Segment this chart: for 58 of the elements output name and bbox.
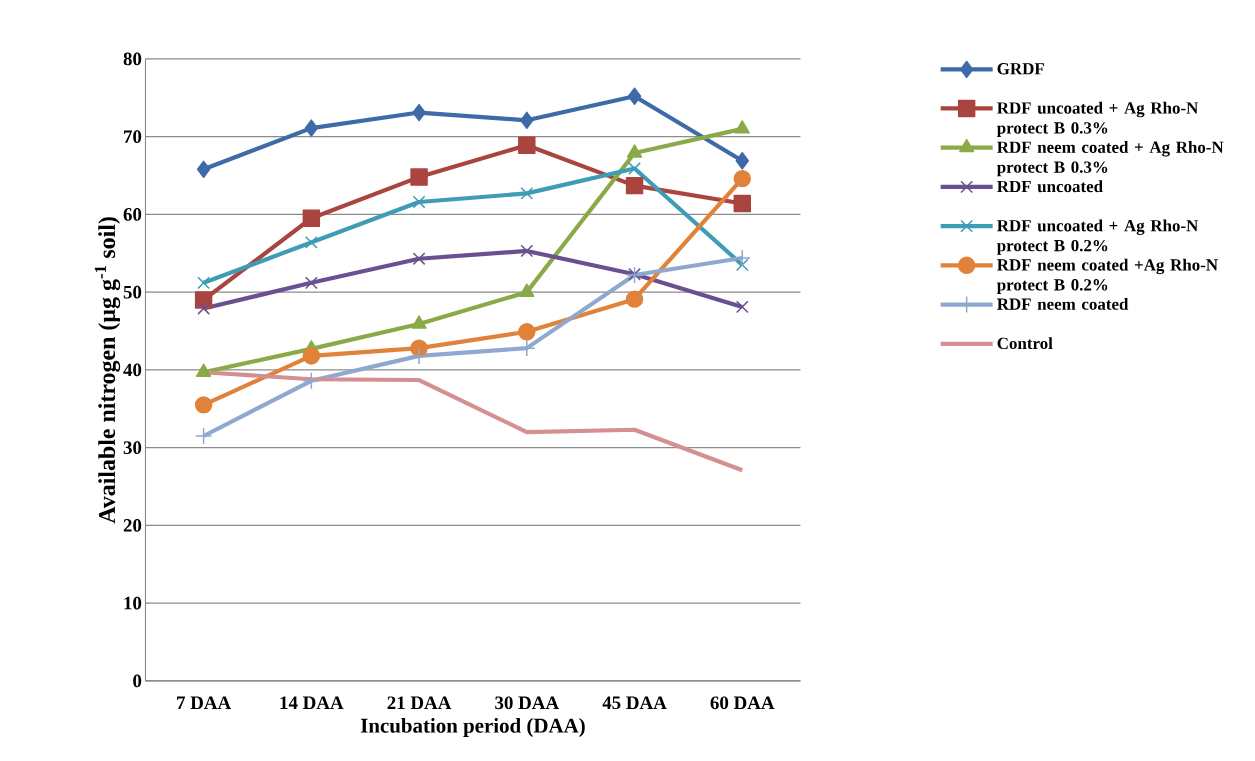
point	[518, 323, 536, 341]
x-tick-label: 45 DAA	[602, 696, 667, 710]
legend-label: RDF uncoated + Ag Rho-N protect B 0.3%	[996, 101, 1199, 138]
point	[197, 302, 210, 315]
point	[412, 195, 426, 209]
point	[518, 136, 536, 154]
point	[735, 300, 749, 314]
point	[304, 236, 318, 249]
x-tick-label: 21 DAA	[387, 696, 452, 709]
y-tick-label: 80	[123, 52, 142, 66]
legend-label: RDF neem coated +Ag Rho-N protect B 0.2%	[996, 258, 1218, 294]
y-tick-label: 0	[133, 674, 142, 688]
point	[625, 176, 644, 195]
point	[733, 249, 751, 267]
point	[197, 276, 210, 290]
point	[735, 258, 749, 272]
legend-label: RDF uncoated + Ag Rho-N protect B 0.2%	[996, 219, 1199, 255]
point	[520, 187, 534, 200]
y-tick-label: 20	[123, 519, 142, 532]
x-tick-label: 30 DAA	[495, 696, 559, 710]
point	[625, 290, 644, 308]
y-axis-title: Available nitrogen (µg g$^{-1}$ soil)	[94, 217, 121, 524]
point	[410, 168, 428, 186]
y-tick-label: 10	[124, 596, 142, 610]
point	[627, 87, 642, 105]
point	[194, 427, 213, 445]
point	[196, 160, 211, 179]
point	[412, 103, 426, 122]
point	[302, 209, 321, 228]
legend-label: Control	[997, 337, 1053, 350]
legend-label: RDF uncoated	[997, 180, 1103, 193]
point	[735, 152, 749, 170]
point	[733, 169, 751, 188]
point	[520, 244, 534, 258]
x-tick-label: 60 DAA	[710, 696, 775, 710]
point	[520, 111, 534, 130]
y-tick-label: 40	[123, 363, 142, 377]
point	[302, 347, 321, 365]
point	[304, 276, 318, 290]
point	[194, 396, 213, 414]
x-axis-title: Incubation period (DAA)	[360, 718, 585, 738]
y-tick-label: 30	[123, 441, 142, 455]
legend-label: GRDF	[997, 63, 1044, 75]
point	[411, 315, 427, 329]
point	[412, 252, 426, 266]
legend-label: RDF neem coated + Ag Rho-N protect B 0.3%	[996, 141, 1224, 177]
point	[626, 144, 643, 158]
y-tick-label: 60	[123, 208, 142, 221]
y-tick-label: 70	[124, 130, 142, 144]
point	[734, 120, 750, 134]
point	[304, 119, 319, 137]
x-tick-label: 7 DAA	[177, 696, 232, 709]
legend-label: RDF neem coated	[997, 297, 1129, 310]
y-tick-label: 50	[123, 285, 142, 299]
point	[194, 291, 213, 309]
x-tick-label: 14 DAA	[280, 696, 344, 709]
point	[302, 372, 321, 390]
point	[733, 194, 751, 213]
